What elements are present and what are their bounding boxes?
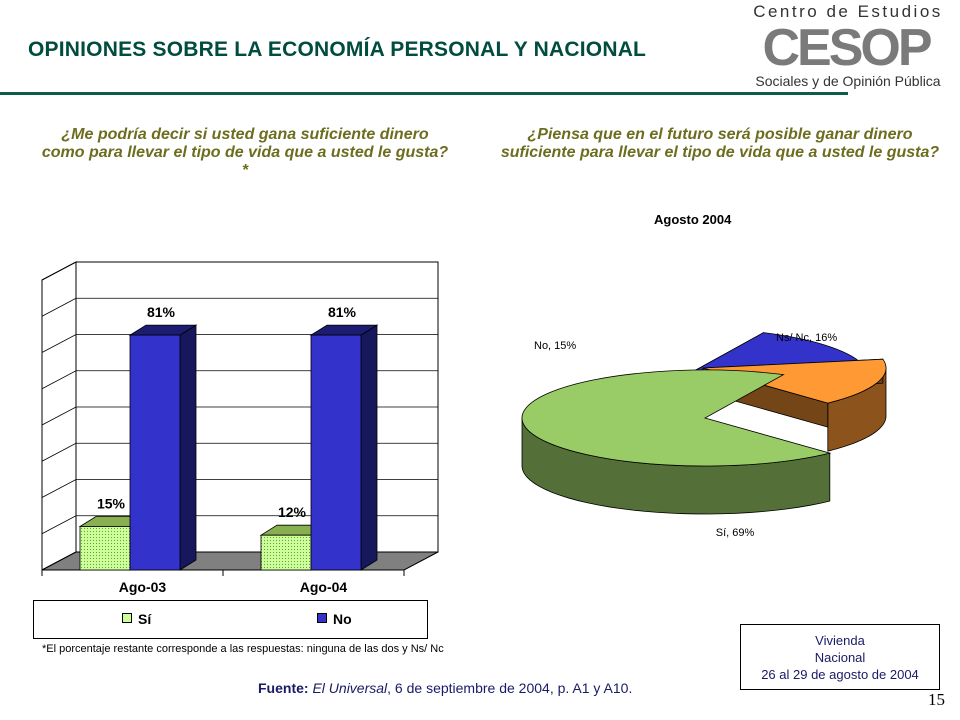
survey-info-box: Vivienda Nacional 26 al 29 de agosto de … <box>740 624 940 690</box>
question-2: ¿Piensa que en el futuro será posible ga… <box>500 126 940 161</box>
source-label: Fuente: <box>258 680 309 696</box>
survey-type: Vivienda <box>815 633 865 648</box>
legend-item-si: Sí <box>122 611 151 627</box>
logo-top-text: Centro de Estudios <box>753 2 943 21</box>
source-publication: El Universal <box>312 680 388 696</box>
question-1: ¿Me podría decir si usted gana suficient… <box>41 126 449 179</box>
bar-sí-Ago-04 <box>260 534 312 571</box>
legend-item-no: No <box>317 611 352 627</box>
bar-legend: Sí No <box>33 600 428 639</box>
x-tick-label: Ago-04 <box>300 579 348 595</box>
source-line: Fuente: El Universal, 6 de septiembre de… <box>258 680 632 696</box>
pie-slice-0 <box>521 369 832 467</box>
survey-dates: 26 al 29 de agosto de 2004 <box>761 667 919 682</box>
pie-label-0: Sí, 69% <box>716 527 755 539</box>
legend-label-si: Sí <box>138 611 152 627</box>
title-divider <box>0 92 848 95</box>
bar-no-Ago-03 <box>129 334 181 571</box>
logo-mark: CESOP <box>762 19 930 77</box>
bar-no-Ago-04 <box>310 334 362 571</box>
bar-label-no-Ago-04: 81% <box>328 304 357 320</box>
page-number: 15 <box>928 690 945 709</box>
bar-label-sí-Ago-04: 12% <box>278 504 307 520</box>
bar-label-no-Ago-03: 81% <box>147 304 176 320</box>
legend-swatch-si <box>122 613 132 623</box>
page-title: OPINIONES SOBRE LA ECONOMÍA PERSONAL Y N… <box>28 38 647 61</box>
bar-label-sí-Ago-03: 15% <box>97 496 126 512</box>
bar-side-no-Ago-04 <box>360 324 378 571</box>
pie-title: Agosto 2004 <box>654 212 732 227</box>
bar-side-no-Ago-03 <box>179 324 197 571</box>
pie-slice-2 <box>702 358 887 404</box>
source-rest: , 6 de septiembre de 2004, p. A1 y A10. <box>387 680 633 696</box>
legend-swatch-no <box>317 613 327 623</box>
pie-label-2: Ns/ Nc, 16% <box>776 332 837 344</box>
bar-sí-Ago-03 <box>79 526 131 571</box>
gridline <box>41 261 438 281</box>
survey-scope: Nacional <box>814 650 866 665</box>
footnote: *El porcentaje restante corresponde a la… <box>42 643 444 655</box>
logo-bottom-text: Sociales y de Opinión Pública <box>755 73 940 89</box>
pie-label-1: No, 15% <box>534 340 576 352</box>
cesop-logo: Centro de Estudios CESOP Sociales y de O… <box>742 2 950 89</box>
gridline <box>41 297 438 317</box>
x-tick-label: Ago-03 <box>119 579 167 595</box>
legend-label-no: No <box>333 611 352 627</box>
